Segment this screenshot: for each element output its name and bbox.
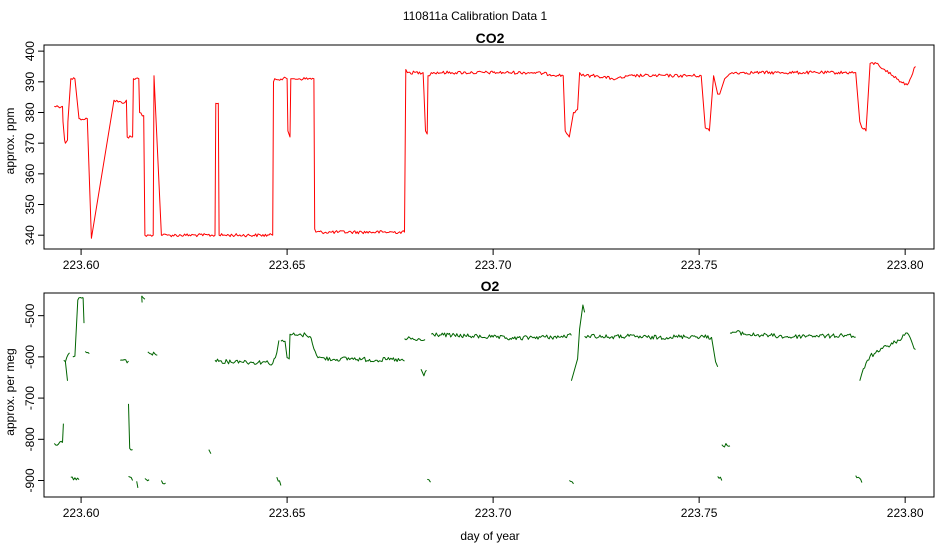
o2-series-segment <box>569 480 574 485</box>
co2-y-tick-label: 400 <box>23 41 37 61</box>
o2-series-segment <box>214 358 274 366</box>
figure-title: 110811a Calibration Data 1 <box>403 9 548 23</box>
o2-series-segment <box>160 480 166 485</box>
co2-panel: CO2 approx. ppm 223.60 223.65 223.70 223.75… <box>3 30 935 272</box>
o2-series-segment <box>404 336 426 341</box>
co2-y-tick-label: 360 <box>23 163 37 183</box>
o2-series-segment <box>72 297 84 358</box>
o2-series-segment <box>280 339 290 359</box>
o2-y-tick-label: -800 <box>23 427 37 451</box>
co2-x-tick-label: 223.60 <box>63 258 100 272</box>
o2-y-tick-label: -600 <box>23 345 37 369</box>
o2-series-segment <box>420 368 427 377</box>
o2-series-segment <box>729 330 856 339</box>
o2-series-segment <box>128 403 133 451</box>
o2-series-segment <box>717 476 723 481</box>
o2-series-segment <box>276 477 282 486</box>
co2-y-tick-label: 350 <box>23 194 37 214</box>
o2-y-tick-label: -700 <box>23 386 37 410</box>
o2-series-segment <box>427 478 431 483</box>
co2-y-tick-label: 340 <box>23 225 37 245</box>
o2-series-segment <box>570 304 586 381</box>
co2-y-axis-label: approx. ppm <box>3 108 17 175</box>
o2-x-tick-label: 223.75 <box>681 506 718 520</box>
co2-panel-title: CO2 <box>476 30 505 46</box>
co2-plot-frame <box>43 44 935 250</box>
o2-series-segment <box>84 351 90 354</box>
o2-series-segment <box>711 337 719 367</box>
co2-y-tick-label: 390 <box>23 71 37 91</box>
o2-series-segment <box>859 332 916 381</box>
o2-series-segment <box>855 475 863 483</box>
co2-x-tick-label: 223.80 <box>887 258 924 272</box>
co2-x-tick-label: 223.65 <box>269 258 306 272</box>
o2-x-tick-label: 223.60 <box>63 506 100 520</box>
o2-series-segment <box>64 352 70 362</box>
o2-series-segment <box>120 359 129 364</box>
o2-series-segment <box>70 476 80 481</box>
o2-series-segment <box>63 359 68 381</box>
co2-x-tick-label: 223.70 <box>475 258 512 272</box>
o2-series-segment <box>147 351 158 356</box>
o2-x-tick-label: 223.80 <box>887 506 924 520</box>
o2-series-segment <box>272 340 280 364</box>
o2-series-segment <box>584 333 712 340</box>
o2-series-segment <box>82 297 85 324</box>
o2-series-segment <box>288 332 311 360</box>
o2-y-axis-label: approx. per meg <box>3 348 17 435</box>
o2-series-segment <box>53 440 63 446</box>
o2-data-layer <box>53 295 916 488</box>
co2-series-line <box>54 62 916 239</box>
o2-series-segment <box>62 423 64 443</box>
co2-x-tick-label: 223.75 <box>681 258 718 272</box>
o2-x-tick-label: 223.70 <box>475 506 512 520</box>
o2-panel-title: O2 <box>481 278 500 294</box>
o2-series-segment <box>128 475 134 481</box>
o2-series-segment <box>721 443 731 448</box>
o2-x-axis-label: day of year <box>460 529 519 543</box>
o2-panel: O2 approx. per meg day of year 223.60 223… <box>3 278 935 543</box>
co2-y-tick-label: 380 <box>23 102 37 122</box>
o2-series-segment <box>431 332 572 341</box>
co2-data-layer <box>54 62 916 239</box>
o2-x-tick-label: 223.65 <box>269 506 306 520</box>
o2-plot-frame <box>43 292 935 498</box>
o2-series-segment <box>208 449 212 454</box>
o2-series-segment <box>136 481 139 488</box>
co2-y-tick-label: 370 <box>23 133 37 153</box>
o2-y-tick-label: -500 <box>23 303 37 327</box>
o2-series-segment <box>309 336 405 363</box>
o2-y-tick-label: -900 <box>23 468 37 492</box>
o2-series-segment <box>144 478 150 482</box>
